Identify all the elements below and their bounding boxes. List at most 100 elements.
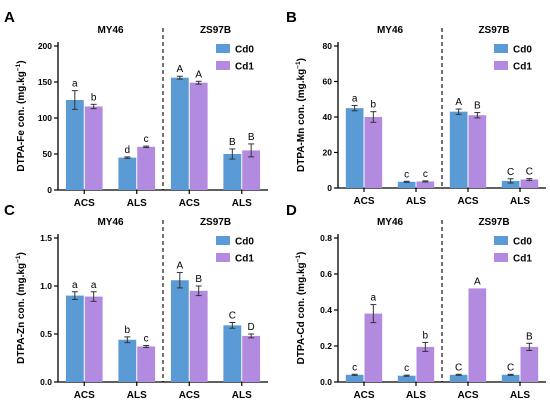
y-axis-title-superscript: −1: [15, 255, 22, 263]
bar-cd1: [189, 82, 208, 190]
bar-cd0: [345, 374, 364, 382]
cultivar-label: MY46: [97, 217, 124, 228]
legend-swatch-cd0: [216, 236, 230, 245]
y-tick-label: 60: [323, 77, 333, 87]
legend-label-cd0: Cd0: [235, 237, 254, 248]
y-axis-title-superscript: −1: [295, 255, 302, 263]
y-axis-title-close: ): [16, 60, 27, 63]
y-axis-title-main: DTPA-Zn con. (mg.kg: [16, 263, 27, 364]
significance-letter: c: [144, 134, 149, 145]
cultivar-label: MY46: [377, 217, 404, 228]
significance-letter: b: [91, 92, 97, 103]
bar-cd1: [137, 346, 156, 382]
bar-cd1: [520, 179, 539, 188]
x-category-label: ACS: [74, 390, 95, 401]
y-tick-label: 0.4: [320, 305, 332, 315]
panel-b: B 0 20 40 60 80 DTPA-Mn con. (mg.kg−1) MY46 ZS97…: [286, 9, 546, 207]
y-axis-title-close: ): [296, 58, 307, 61]
cultivar-label: MY46: [97, 25, 124, 36]
bar-cd0: [501, 180, 520, 188]
significance-letter: B: [248, 132, 255, 143]
bar-cd0: [223, 325, 242, 382]
bar-cd0: [223, 154, 242, 190]
y-axis-title: DTPA-Mn con. (mg.kg−1): [295, 58, 307, 172]
bar-cd1: [242, 335, 261, 382]
significance-letter: C: [229, 310, 236, 321]
cultivar-label: ZS97B: [478, 217, 509, 228]
y-tick-label: 1.0: [40, 281, 52, 291]
legend-swatch-cd0: [216, 44, 230, 53]
significance-letter: A: [176, 64, 183, 75]
legend-swatch-cd1: [494, 253, 508, 262]
y-tick-label: 1.5: [40, 233, 52, 243]
y-tick-label: 0.2: [320, 341, 332, 351]
x-category-label: ALS: [406, 196, 426, 207]
legend-swatch-cd0: [494, 236, 508, 245]
y-tick-label: 50: [43, 149, 53, 159]
significance-letter: c: [352, 362, 357, 373]
y-tick-label: 0.0: [320, 377, 332, 387]
bar-cd1: [416, 181, 435, 188]
y-tick-label: 20: [323, 148, 333, 158]
legend-swatch-cd1: [216, 253, 230, 262]
x-category-label: ALS: [127, 198, 147, 209]
y-tick-label: 0.6: [320, 269, 332, 279]
significance-letter: a: [91, 280, 97, 291]
bar-cd1: [364, 313, 383, 382]
significance-letter: A: [176, 261, 183, 272]
cultivar-label: ZS97B: [200, 25, 231, 36]
y-axis-title: DTPA-Fe con. (mg.kg−1): [15, 60, 27, 171]
significance-letter: A: [474, 276, 481, 287]
significance-letter: C: [526, 167, 533, 178]
significance-letter: a: [371, 293, 377, 304]
significance-letter: D: [248, 322, 255, 333]
bar-cd1: [84, 296, 103, 382]
significance-letter: B: [526, 331, 533, 342]
x-category-label: ACS: [179, 198, 200, 209]
y-tick-label: 40: [323, 112, 333, 122]
x-category-label: ALS: [232, 390, 252, 401]
bar-cd0: [397, 181, 416, 188]
significance-letter: d: [125, 145, 131, 156]
significance-letter: c: [404, 363, 409, 374]
y-axis-title-main: DTPA-Cd con. (mg.kg: [296, 262, 307, 364]
x-category-label: ALS: [406, 390, 426, 401]
significance-letter: B: [229, 137, 236, 148]
panel-a: A 0 50 100 150 200 DTPA-Fe con. (mg.kg−1) MY46 Z…: [4, 9, 268, 209]
y-axis-title-close: ): [16, 252, 27, 255]
bar-cd0: [345, 108, 364, 188]
y-tick-label: 0.8: [320, 233, 332, 243]
y-axis-title-superscript: −1: [295, 61, 302, 69]
cultivar-label: ZS97B: [200, 217, 231, 228]
legend-label-cd1: Cd1: [235, 254, 254, 265]
y-tick-label: 0.5: [40, 329, 52, 339]
significance-letter: C: [507, 362, 514, 373]
bar-cd1: [468, 288, 487, 382]
x-category-label: ACS: [74, 198, 95, 209]
panel-letter: B: [286, 9, 297, 26]
legend-label-cd0: Cd0: [513, 45, 532, 56]
bar-cd1: [242, 150, 261, 190]
significance-letter: C: [455, 362, 462, 373]
significance-letter: B: [474, 101, 481, 112]
bar-cd0: [65, 100, 84, 190]
bar-cd1: [416, 346, 435, 382]
panel-letter: A: [4, 9, 15, 26]
x-category-label: ALS: [510, 390, 530, 401]
bar-cd0: [118, 157, 137, 190]
y-tick-label: 200: [38, 41, 52, 51]
y-axis-title: DTPA-Cd con. (mg.kg−1): [295, 252, 307, 365]
legend-label-cd0: Cd0: [235, 45, 254, 56]
y-tick-label: 0: [327, 183, 332, 193]
significance-letter: c: [404, 169, 409, 180]
bar-cd1: [468, 115, 487, 188]
significance-letter: A: [455, 97, 462, 108]
bar-cd1: [84, 106, 103, 190]
significance-letter: a: [72, 280, 78, 291]
x-category-label: ACS: [457, 196, 478, 207]
legend-label-cd1: Cd1: [513, 254, 532, 265]
bar-cd0: [170, 77, 189, 190]
legend-swatch-cd1: [494, 61, 508, 70]
legend-label-cd0: Cd0: [513, 237, 532, 248]
significance-letter: A: [195, 69, 202, 80]
